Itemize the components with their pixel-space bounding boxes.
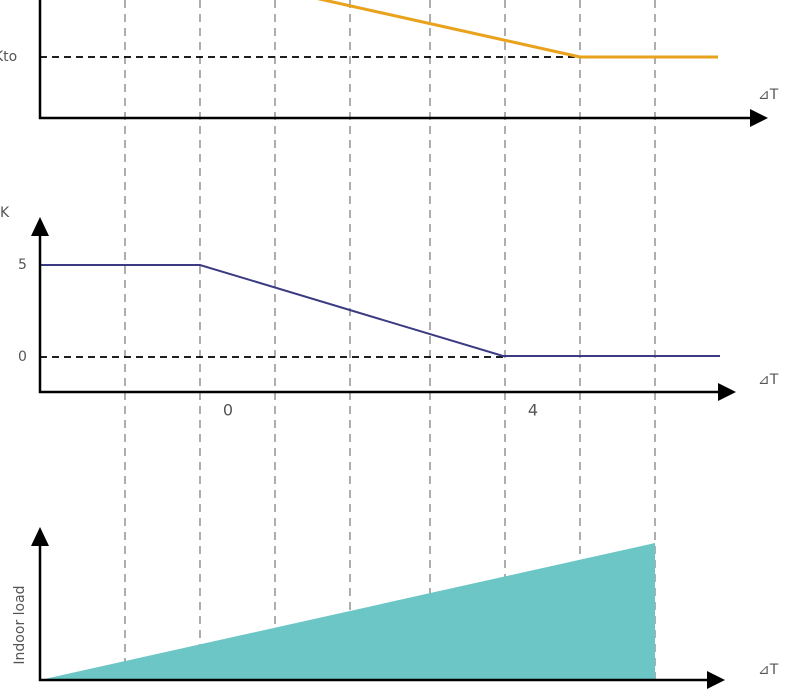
y-label: K bbox=[0, 205, 10, 221]
x-label: ⊿T bbox=[758, 87, 779, 103]
y-tick: 0 bbox=[18, 349, 27, 365]
x-tick: 4 bbox=[528, 401, 538, 420]
y-label: Indoor load bbox=[12, 585, 28, 664]
x-tick: 0 bbox=[223, 401, 233, 420]
bottom-panel: Indoor load ⊿T bbox=[12, 527, 779, 689]
guide-lines bbox=[124, 0, 656, 680]
x-label: ⊿T bbox=[758, 372, 779, 388]
middle-panel: K 5 0 0 4 ⊿T bbox=[0, 205, 779, 420]
y-tick: 5 bbox=[18, 257, 27, 273]
top-panel: Kto ⊿T bbox=[0, 0, 779, 127]
x-label: ⊿T bbox=[758, 662, 779, 678]
y-label: Kto bbox=[0, 49, 17, 65]
